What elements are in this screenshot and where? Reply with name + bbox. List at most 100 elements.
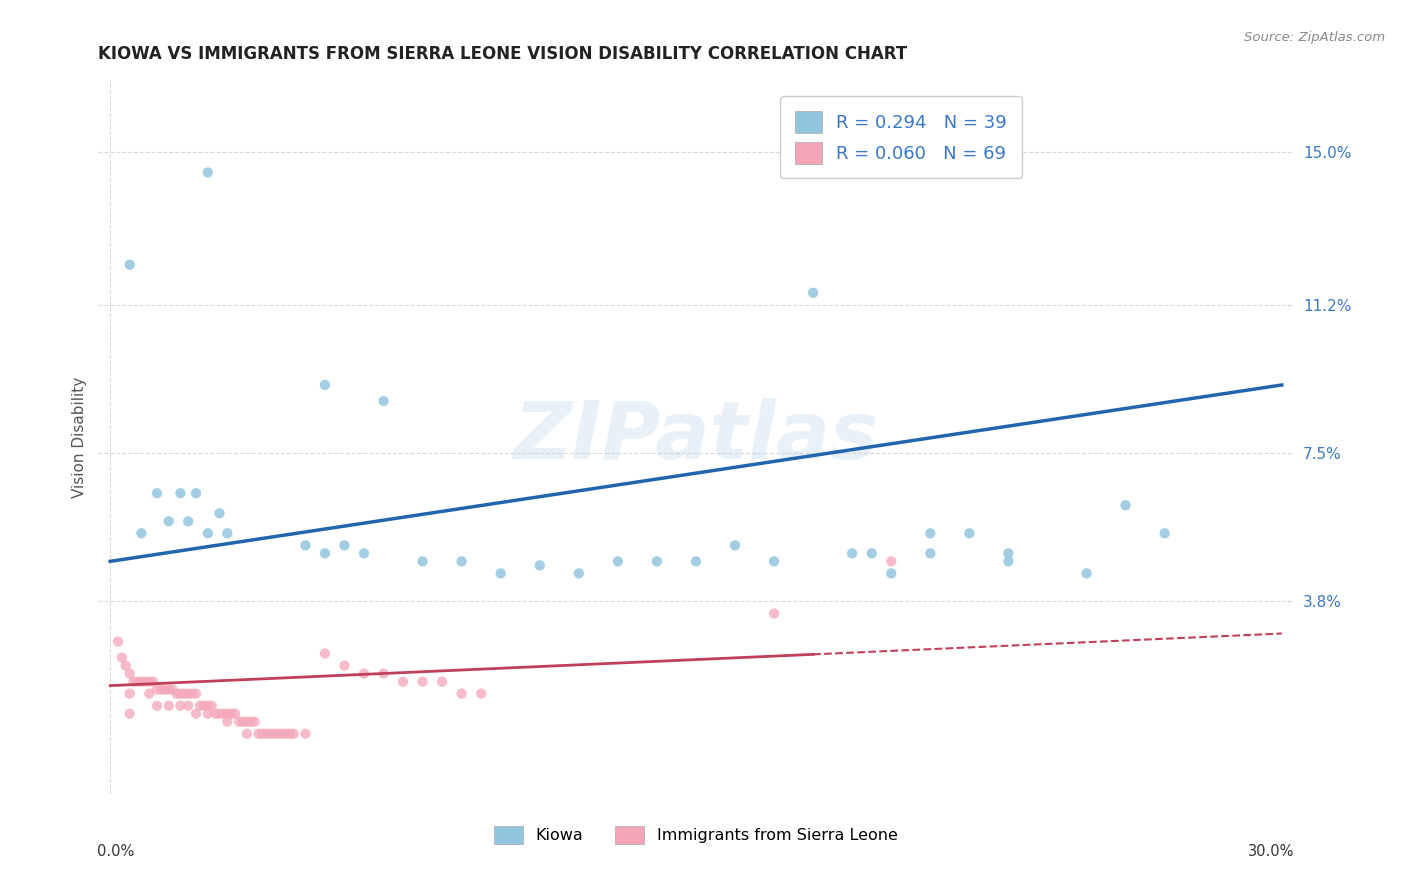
Point [217,706,239,721]
Point [606,554,628,568]
Point [236,714,259,729]
Text: KIOWA VS IMMIGRANTS FROM SIERRA LEONE VISION DISABILITY CORRELATION CHART: KIOWA VS IMMIGRANTS FROM SIERRA LEONE VI… [98,45,907,63]
Point [1076,566,1098,581]
Point [118,687,141,701]
Legend: Kiowa, Immigrants from Sierra Leone: Kiowa, Immigrants from Sierra Leone [488,820,904,850]
Point [142,674,165,689]
Point [247,727,270,741]
Point [274,727,297,741]
Point [114,658,136,673]
Point [118,258,141,272]
Point [450,687,472,701]
Point [153,682,176,697]
Point [294,727,316,741]
Point [267,727,290,741]
Text: 0.0%: 0.0% [97,844,135,859]
Point [801,285,824,300]
Point [107,634,129,648]
Point [333,658,356,673]
Point [169,698,191,713]
Point [169,486,191,500]
Point [217,714,239,729]
Point [212,706,235,721]
Point [470,687,492,701]
Point [763,554,786,568]
Point [177,514,200,528]
Point [157,698,180,713]
Point [314,647,336,661]
Point [197,165,219,179]
Point [333,538,356,552]
Point [373,394,395,409]
Point [146,682,169,697]
Point [197,698,219,713]
Point [208,506,231,520]
Point [568,566,591,581]
Point [392,674,415,689]
Point [997,546,1019,560]
Point [184,687,207,701]
Point [450,554,472,568]
Point [138,687,160,701]
Point [283,727,305,741]
Point [146,486,169,500]
Point [181,687,204,701]
Point [880,554,903,568]
Point [353,666,375,681]
Point [118,666,141,681]
Text: Source: ZipAtlas.com: Source: ZipAtlas.com [1244,31,1385,45]
Text: ZIPatlas: ZIPatlas [513,398,879,476]
Point [197,706,219,721]
Point [118,706,141,721]
Point [294,538,316,552]
Point [841,546,863,560]
Point [529,558,551,573]
Point [920,546,942,560]
Point [239,714,262,729]
Point [134,674,156,689]
Point [724,538,747,552]
Point [263,727,285,741]
Point [217,526,239,541]
Point [763,607,786,621]
Point [236,727,259,741]
Point [204,706,226,721]
Point [188,698,211,713]
Point [166,687,188,701]
Point [193,698,215,713]
Point [201,698,224,713]
Point [1153,526,1175,541]
Point [232,714,254,729]
Text: 30.0%: 30.0% [1249,844,1295,859]
Point [146,698,169,713]
Point [224,706,246,721]
Point [314,378,336,392]
Point [259,727,281,741]
Point [880,566,903,581]
Point [228,714,250,729]
Point [489,566,512,581]
Point [122,674,145,689]
Point [138,674,160,689]
Y-axis label: Vision Disability: Vision Disability [72,376,87,498]
Point [920,526,942,541]
Point [645,554,668,568]
Point [252,727,274,741]
Point [353,546,375,560]
Point [177,687,200,701]
Point [278,727,301,741]
Point [169,687,191,701]
Point [131,674,153,689]
Point [173,687,195,701]
Point [860,546,883,560]
Point [271,727,294,741]
Point [127,674,149,689]
Point [131,526,153,541]
Point [149,682,172,697]
Point [685,554,707,568]
Point [157,682,180,697]
Point [254,727,277,741]
Point [1115,498,1137,512]
Point [162,682,184,697]
Point [184,486,207,500]
